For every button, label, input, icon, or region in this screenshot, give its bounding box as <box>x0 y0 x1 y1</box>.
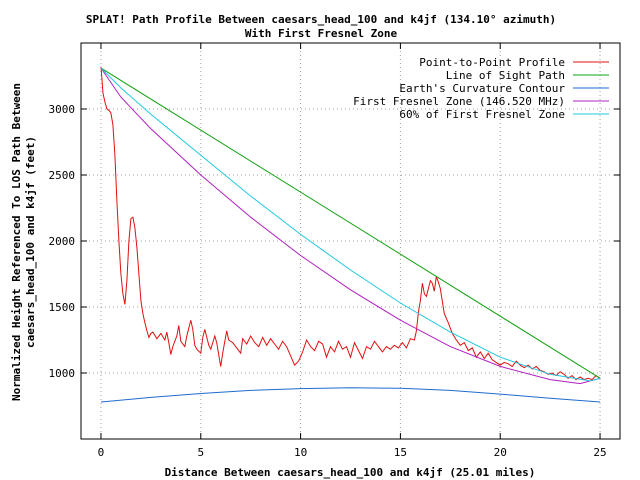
y-axis-label-line2: caesars_head_100 and k4jf (feet) <box>24 136 37 348</box>
y-tick-label: 1500 <box>49 301 76 314</box>
x-tick-label: 15 <box>394 446 407 459</box>
x-tick-label: 0 <box>98 446 105 459</box>
series-line-5 <box>100 67 601 382</box>
y-tick-label: 2000 <box>49 235 76 248</box>
x-axis-label: Distance Between caesars_head_100 and k4… <box>165 466 536 479</box>
y-tick-label: 1000 <box>49 367 76 380</box>
legend-label-2: Line of Sight Path <box>446 69 565 82</box>
series-line-4 <box>100 67 601 385</box>
x-tick-label: 5 <box>197 446 204 459</box>
y-tick-label: 3000 <box>49 103 76 116</box>
series-lines <box>100 66 601 403</box>
chart-title: SPLAT! Path Profile Between caesars_head… <box>86 13 556 26</box>
x-tick-label: 10 <box>294 446 307 459</box>
axis-ticks: 0 5 10 15 20 25 1000 1500 2000 2500 3000 <box>49 43 620 459</box>
legend-label-3: Earth's Curvature Contour <box>399 82 565 95</box>
y-tick-label: 2500 <box>49 169 76 182</box>
series-line-2 <box>100 67 601 379</box>
legend-label-5: 60% of First Fresnel Zone <box>399 108 565 121</box>
legend-label-1: Point-to-Point Profile <box>419 56 565 69</box>
y-axis-label-line1: Normalized Height Referenced To LOS Path… <box>10 83 23 401</box>
x-tick-label: 20 <box>494 446 507 459</box>
chart-subtitle: With First Fresnel Zone <box>245 27 398 40</box>
series-line-3 <box>100 387 601 403</box>
series-line-1 <box>100 66 601 381</box>
legend-label-4: First Fresnel Zone (146.520 MHz) <box>353 95 565 108</box>
x-tick-label: 25 <box>593 446 606 459</box>
